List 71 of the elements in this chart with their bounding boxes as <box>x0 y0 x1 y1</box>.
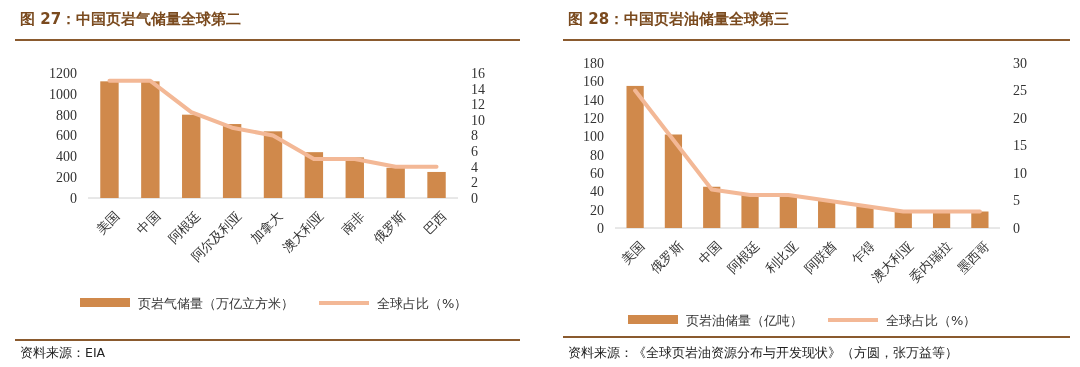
x-tick-label: 阿根廷 <box>724 237 763 277</box>
y-tick-label: 40 <box>590 184 604 200</box>
y2-tick-label: 14 <box>471 81 485 97</box>
text: 资料来源：EIA <box>20 345 106 360</box>
bar <box>664 134 683 228</box>
y-tick-label: 100 <box>583 129 604 145</box>
x-tick-label: 中国 <box>133 207 163 237</box>
y-tick-label: 120 <box>583 110 604 126</box>
bar <box>182 114 201 198</box>
bar <box>141 81 160 198</box>
y2-tick-label: 30 <box>1013 55 1027 71</box>
x-tick-label: 美国 <box>618 237 648 267</box>
y2-tick-label: 20 <box>1013 110 1027 126</box>
bar <box>626 85 644 228</box>
bar <box>222 124 242 198</box>
legend-label: 页岩油储量（亿吨） <box>686 313 803 328</box>
bar <box>779 195 797 228</box>
y2-tick-label: 10 <box>471 112 485 128</box>
x-tick-label: 墨西哥 <box>954 237 993 277</box>
x-tick-label: 乍得 <box>848 237 878 267</box>
y2-tick-label: 5 <box>1013 193 1020 209</box>
x-tick-label: 巴西 <box>420 207 450 237</box>
y-tick-label: 400 <box>56 149 77 165</box>
y-tick-label: 80 <box>590 147 604 163</box>
bar <box>100 81 119 198</box>
line-series <box>633 88 982 214</box>
y-tick-label: 180 <box>583 55 604 71</box>
line-series <box>107 78 439 169</box>
bar <box>703 186 721 228</box>
x-tick-label: 美国 <box>93 207 123 237</box>
y2-tick-label: 12 <box>471 97 485 113</box>
y-tick-label: 60 <box>590 165 604 181</box>
y2-tick-label: 0 <box>1013 220 1020 236</box>
y2-tick-label: 4 <box>471 159 478 175</box>
x-tick-label: 南非 <box>338 207 368 237</box>
bar <box>818 200 836 228</box>
y-tick-label: 160 <box>583 74 604 90</box>
y2-tick-label: 2 <box>471 175 478 191</box>
legend-label: 全球占比（%） <box>886 313 977 328</box>
y-tick-label: 1000 <box>49 86 77 102</box>
chart-title: 图 27：中国页岩气储量全球第二 <box>20 10 242 28</box>
text: 资料来源：《全球页岩油资源分布与开发现状》（方圆，张万益等） <box>568 345 958 360</box>
y-tick-label: 0 <box>70 190 77 206</box>
legend-label: 页岩气储量（万亿立方米） <box>138 296 294 311</box>
legend-label: 全球占比（%） <box>377 296 468 311</box>
x-tick-label: 俄罗斯 <box>647 237 686 277</box>
y2-tick-label: 25 <box>1013 83 1027 99</box>
y-tick-label: 140 <box>583 92 604 108</box>
y-tick-label: 0 <box>597 220 604 236</box>
y2-tick-label: 16 <box>471 65 485 81</box>
bar <box>741 195 759 228</box>
y-tick-label: 200 <box>56 170 77 186</box>
y2-tick-label: 6 <box>471 144 478 160</box>
y-tick-label: 20 <box>590 202 604 218</box>
y2-tick-label: 8 <box>471 128 478 144</box>
y2-tick-label: 15 <box>1013 138 1027 154</box>
bar <box>856 206 874 228</box>
x-tick-label: 中国 <box>695 237 725 267</box>
bar <box>427 171 446 198</box>
x-tick-label: 澳大利亚 <box>279 207 327 256</box>
y-tick-label: 800 <box>56 107 77 123</box>
y-tick-label: 1200 <box>49 65 77 81</box>
chart-title: 图 28：中国页岩油储量全球第三 <box>568 10 790 28</box>
y-tick-label: 600 <box>56 128 77 144</box>
bar <box>386 167 405 198</box>
y2-tick-label: 10 <box>1013 165 1027 181</box>
x-tick-label: 阿联酋 <box>801 237 840 277</box>
x-tick-label: 俄罗斯 <box>370 207 409 247</box>
bar <box>263 131 283 198</box>
y2-tick-label: 0 <box>471 190 478 206</box>
x-tick-label: 利比亚 <box>762 237 801 277</box>
